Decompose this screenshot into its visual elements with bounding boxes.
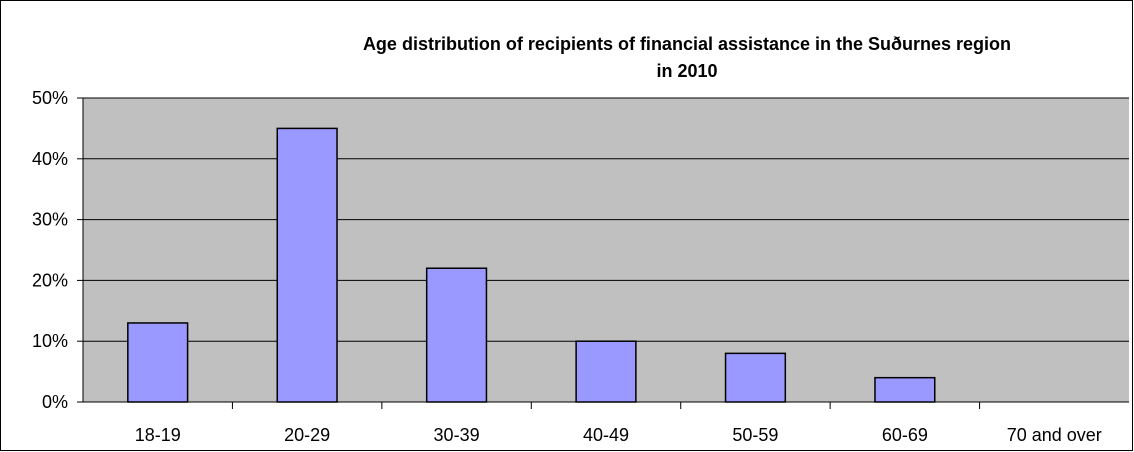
chart-subtitle: in 2010 — [656, 61, 717, 81]
x-tick-label: 30-39 — [434, 425, 480, 445]
x-tick-label: 40-49 — [583, 425, 629, 445]
bar-50-59 — [724, 352, 787, 403]
bar-18-19 — [127, 322, 189, 403]
y-tick-labels: 0% 10% 20% 30% 40% 50% — [32, 88, 68, 412]
bars — [127, 127, 936, 403]
x-tick-label: 70 and over — [1007, 425, 1102, 445]
bar-30-39 — [425, 267, 488, 403]
x-tick-label: 18-19 — [135, 425, 181, 445]
bar-20-29 — [276, 127, 338, 403]
y-tick-label: 40% — [32, 149, 68, 169]
y-tick-label: 20% — [32, 270, 68, 290]
x-tick-label: 60-69 — [882, 425, 928, 445]
y-tick-label: 0% — [42, 392, 68, 412]
x-tick-labels: 18-19 20-29 30-39 40-49 50-59 60-69 70 and ove… — [135, 425, 1102, 445]
y-tick-label: 10% — [32, 331, 68, 351]
x-tick-label: 50-59 — [732, 425, 778, 445]
y-tick-label: 50% — [32, 88, 68, 108]
x-tick-label: 20-29 — [284, 425, 330, 445]
bar-40-49 — [575, 340, 637, 403]
axes — [82, 98, 1129, 409]
y-tick-label: 30% — [32, 210, 68, 230]
bar-60-69 — [874, 376, 936, 403]
chart-title: Age distribution of recipients of financ… — [363, 34, 1011, 54]
